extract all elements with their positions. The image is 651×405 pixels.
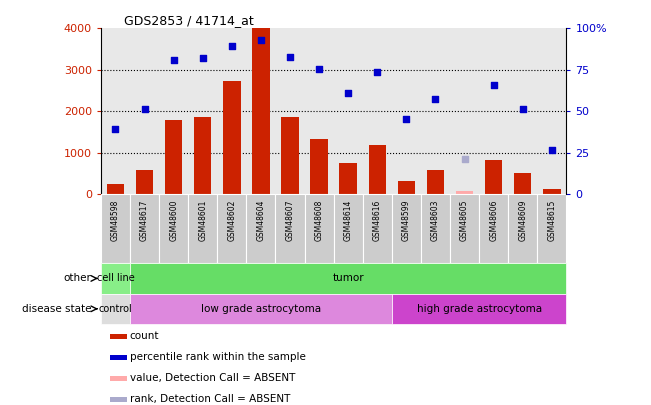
Bar (275, 194, 305, 263)
Point (547, 146, 557, 153)
Bar (110, 334, 127, 339)
Text: high grade astrocytoma: high grade astrocytoma (417, 304, 542, 314)
Text: GSM48608: GSM48608 (314, 200, 324, 241)
Point (314, 66, 324, 72)
Bar (252, 28, 270, 194)
Point (227, 43, 237, 49)
Text: GSM48601: GSM48601 (198, 200, 207, 241)
Point (460, 156, 470, 162)
Bar (110, 376, 127, 381)
Point (110, 126, 120, 132)
Bar (514, 173, 531, 194)
Text: GSM48614: GSM48614 (344, 200, 353, 241)
Bar (136, 171, 153, 194)
Point (518, 106, 528, 113)
Text: GSM48605: GSM48605 (460, 200, 469, 241)
Bar (246, 194, 275, 263)
Bar (130, 194, 159, 263)
Bar (368, 145, 386, 194)
Bar (485, 160, 503, 194)
Text: GSM48617: GSM48617 (140, 200, 149, 241)
Text: GSM48598: GSM48598 (111, 200, 120, 241)
Bar (421, 194, 450, 263)
Point (488, 82, 499, 88)
Point (430, 96, 441, 102)
Text: GSM48616: GSM48616 (373, 200, 381, 241)
Bar (537, 194, 566, 263)
Bar (479, 194, 508, 263)
Bar (101, 263, 130, 294)
Bar (165, 119, 182, 194)
Bar (450, 194, 479, 263)
Bar (101, 294, 130, 324)
Text: rank, Detection Call = ABSENT: rank, Detection Call = ABSENT (130, 394, 290, 404)
Text: GSM48615: GSM48615 (547, 200, 557, 241)
Bar (334, 194, 363, 263)
Bar (392, 294, 566, 324)
Bar (392, 194, 421, 263)
Bar (456, 192, 473, 194)
Bar (398, 181, 415, 194)
Text: control: control (98, 304, 132, 314)
Text: GSM48607: GSM48607 (286, 200, 294, 241)
Point (372, 69, 383, 76)
Text: GSM48604: GSM48604 (256, 200, 266, 241)
Point (197, 55, 208, 62)
Bar (339, 163, 357, 194)
Point (139, 106, 150, 113)
Bar (130, 294, 392, 324)
Point (284, 54, 295, 60)
Text: low grade astrocytoma: low grade astrocytoma (201, 304, 321, 314)
Text: GSM48602: GSM48602 (227, 200, 236, 241)
Text: GSM48606: GSM48606 (489, 200, 498, 241)
Bar (217, 194, 246, 263)
Text: GSM48599: GSM48599 (402, 200, 411, 241)
Text: GSM48609: GSM48609 (518, 200, 527, 241)
Text: GSM48600: GSM48600 (169, 200, 178, 241)
Bar (305, 194, 334, 263)
Bar (107, 184, 124, 194)
Bar (427, 170, 444, 194)
Bar (281, 117, 299, 194)
Bar (110, 397, 127, 402)
Bar (159, 194, 188, 263)
Text: value, Detection Call = ABSENT: value, Detection Call = ABSENT (130, 373, 295, 383)
Text: percentile rank within the sample: percentile rank within the sample (130, 352, 305, 362)
Text: count: count (130, 331, 159, 341)
Text: other: other (64, 273, 92, 283)
Bar (363, 194, 392, 263)
Point (343, 90, 353, 96)
Bar (188, 194, 217, 263)
Text: disease state: disease state (22, 304, 92, 314)
Point (256, 37, 266, 43)
Text: cell line: cell line (96, 273, 134, 283)
Text: GSM48603: GSM48603 (431, 200, 440, 241)
Bar (194, 117, 212, 194)
Point (169, 57, 179, 64)
Bar (101, 194, 130, 263)
Text: tumor: tumor (333, 273, 364, 283)
Text: GDS2853 / 41714_at: GDS2853 / 41714_at (124, 14, 254, 27)
Bar (508, 194, 537, 263)
Point (401, 115, 411, 122)
Bar (110, 355, 127, 360)
Bar (223, 81, 241, 194)
Bar (311, 139, 328, 194)
Bar (543, 189, 561, 194)
